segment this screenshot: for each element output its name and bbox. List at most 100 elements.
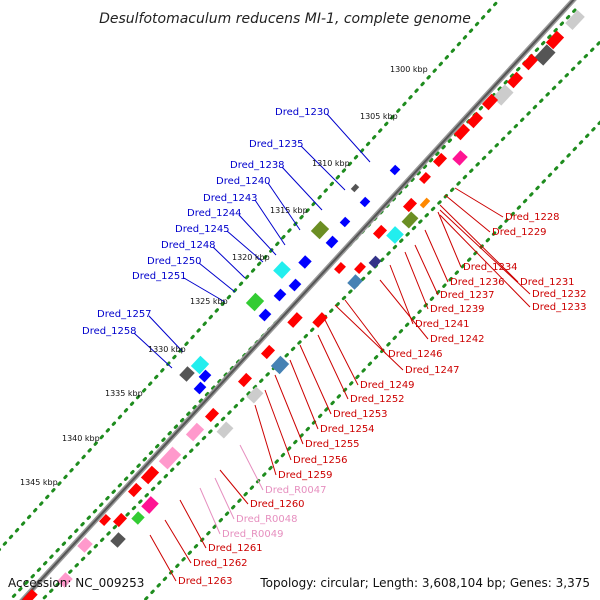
gene-feature-11 [419,171,431,185]
tick-label-8: 1340 kbp [62,434,100,443]
genome-backbone [19,0,577,600]
gene-feature-26 [237,372,253,388]
gene-feature-38 [77,537,93,553]
right-connector-1 [444,194,491,233]
right-connector-15 [299,344,332,415]
right-connector-22 [214,477,235,520]
right-connector-2 [437,211,462,268]
gene-feature-37 [110,532,126,548]
kbp-tick-labels: 1300 kbp 1305 kbp 1310 kbp 1315 kbp 1320 kbp… [20,65,428,487]
gene-feature-35 [112,512,128,528]
right-gene-label-4: Dred_1236 [450,277,505,288]
gene-feature-12 [419,197,431,209]
gene-feature-49 [288,278,302,292]
gene-feature-34 [131,511,145,525]
gene-feature-1 [545,30,565,50]
topology-text: Topology: circular; Length: 3,608,104 bp… [259,576,590,590]
left-connector-11 [133,332,173,369]
right-connector-18 [264,389,292,461]
right-connector-4 [424,229,449,283]
right-connector-26 [149,534,177,582]
right-gene-label-17: Dred_1255 [305,439,360,450]
gene-feature-20 [334,261,346,275]
right-gene-label-26: Dred_1263 [178,576,233,587]
gene-feature-10 [432,152,448,168]
left-connector-0 [326,113,371,163]
gene-feature-9 [452,150,468,166]
right-connector-14 [317,334,349,400]
right-connector-11 [344,299,387,355]
gene-feature-22 [287,312,303,328]
gene-feature-52 [258,308,272,322]
right-gene-labels: Dred_1228Dred_1229Dred_1234Dred_1231Dred… [178,212,587,587]
right-gene-label-0: Dred_1228 [505,212,560,223]
gene-feature-6 [481,93,499,111]
gene-feature-55 [198,369,212,383]
tick-label-7: 1335 kbp [105,389,143,398]
gene-feature-45 [310,220,330,240]
gene-feature-21 [312,312,328,328]
gene-feature-44 [339,216,351,228]
gene-feature-46 [325,235,339,249]
left-gene-label-7: Dred_1248 [161,240,216,251]
right-connector-13 [324,319,359,386]
right-gene-label-19: Dred_1259 [278,470,333,481]
right-connector-9 [389,264,414,325]
right-connector-5 [439,209,531,295]
left-gene-label-4: Dred_1243 [203,193,258,204]
gene-feature-47 [298,255,312,269]
gene-feature-23 [270,355,290,375]
gene-feature-8 [453,123,471,141]
gene-feature-0 [565,10,585,30]
tick-label-9: 1345 kbp [20,478,58,487]
right-gene-label-9: Dred_1241 [415,319,470,330]
right-gene-label-14: Dred_1252 [350,394,405,405]
left-connector-7 [212,246,246,279]
gene-feature-51 [245,292,265,312]
gene-feature-29 [185,422,205,442]
gene-feature-30 [158,446,182,470]
right-gene-label-11: Dred_1246 [388,349,443,360]
gene-feature-27 [216,421,234,439]
right-gene-label-21: Dred_1260 [250,499,305,510]
gene-feature-3 [521,53,539,71]
gene-feature-16 [372,224,388,240]
right-gene-label-5: Dred_1232 [532,289,587,300]
right-connector-19 [254,404,277,476]
right-gene-label-22: Dred_R0048 [236,514,298,525]
left-gene-label-5: Dred_1244 [187,208,242,219]
left-connector-5 [238,214,277,256]
right-connector-24 [179,499,207,549]
left-gene-label-9: Dred_1251 [132,271,187,282]
gene-feature-2 [534,44,556,66]
left-gene-label-8: Dred_1250 [147,256,202,267]
gene-features [22,10,585,600]
right-gene-label-13: Dred_1249 [360,380,415,391]
right-gene-label-20: Dred_R0047 [265,485,327,496]
gene-feature-39 [57,572,73,588]
left-gene-label-11: Dred_1258 [82,326,137,337]
right-gene-label-2: Dred_1234 [463,262,518,273]
gene-feature-31 [140,465,160,485]
tick-label-5: 1325 kbp [190,297,228,306]
guide-ring-3 [142,120,600,600]
right-connector-17 [274,374,304,445]
right-connector-25 [164,519,192,564]
right-gene-label-23: Dred_R0049 [222,529,284,540]
right-gene-label-8: Dred_1239 [430,304,485,315]
right-gene-label-16: Dred_1254 [320,424,375,435]
right-gene-label-15: Dred_1253 [333,409,388,420]
right-gene-label-3: Dred_1231 [520,277,575,288]
gene-feature-5 [492,84,514,106]
right-connector-3 [439,204,519,283]
right-connector-0 [454,187,504,218]
right-connector-20 [239,444,264,491]
gene-feature-15 [386,226,404,244]
left-connector-6 [226,230,264,263]
right-connector-16 [289,359,319,430]
guide-ring-1 [39,39,600,600]
gene-feature-28 [204,407,220,423]
gene-feature-24 [260,344,276,360]
right-gene-label-10: Dred_1242 [430,334,485,345]
